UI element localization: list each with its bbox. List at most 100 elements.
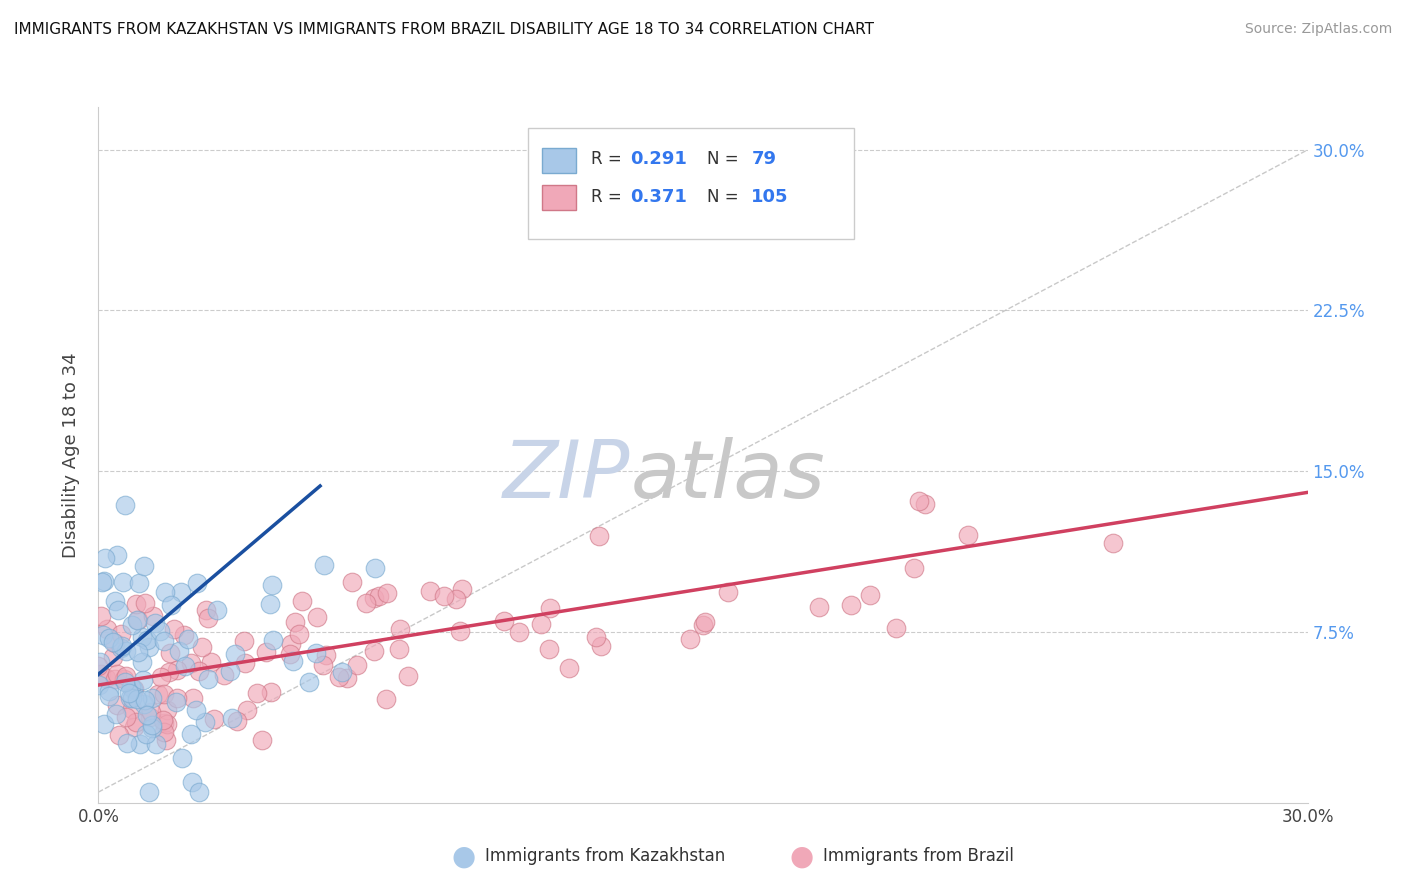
Point bbox=[149, 670, 172, 684]
Point bbox=[245, 686, 267, 700]
Point bbox=[131, 630, 153, 644]
Point bbox=[219, 664, 242, 678]
Point bbox=[280, 637, 302, 651]
Point bbox=[233, 657, 256, 671]
Point bbox=[446, 592, 468, 607]
Point bbox=[166, 690, 188, 705]
Point bbox=[315, 648, 337, 662]
Point bbox=[141, 721, 163, 735]
Point bbox=[330, 665, 353, 680]
Point bbox=[188, 665, 211, 679]
Point bbox=[143, 616, 166, 631]
Text: 105: 105 bbox=[751, 188, 789, 206]
Point bbox=[129, 737, 152, 751]
Point bbox=[170, 751, 193, 765]
Point bbox=[155, 733, 177, 747]
Point bbox=[221, 710, 243, 724]
Point bbox=[449, 624, 471, 638]
Point bbox=[141, 691, 163, 706]
Point bbox=[132, 558, 155, 573]
Point bbox=[530, 616, 553, 631]
Point bbox=[160, 598, 183, 612]
Point bbox=[364, 560, 387, 574]
Point bbox=[98, 689, 121, 703]
Point bbox=[165, 695, 187, 709]
Point bbox=[312, 657, 335, 672]
Y-axis label: Disability Age 18 to 34: Disability Age 18 to 34 bbox=[62, 352, 80, 558]
Point bbox=[159, 646, 181, 660]
Point bbox=[537, 642, 560, 657]
Point bbox=[692, 618, 714, 632]
Point bbox=[110, 626, 132, 640]
Point bbox=[121, 691, 143, 706]
Point bbox=[131, 655, 153, 669]
Point bbox=[108, 728, 131, 742]
Point bbox=[114, 498, 136, 512]
Point bbox=[105, 667, 128, 681]
Point bbox=[233, 633, 256, 648]
Point bbox=[104, 594, 127, 608]
FancyBboxPatch shape bbox=[543, 148, 576, 173]
Point bbox=[89, 655, 111, 669]
Point bbox=[585, 630, 607, 644]
Point bbox=[170, 585, 193, 599]
Point bbox=[93, 717, 115, 731]
Point bbox=[139, 706, 162, 720]
Point bbox=[110, 640, 132, 655]
Point bbox=[163, 622, 186, 636]
Point bbox=[91, 574, 114, 589]
Text: ●: ● bbox=[451, 842, 477, 871]
Point bbox=[346, 657, 368, 672]
Point bbox=[375, 586, 398, 600]
Point bbox=[388, 642, 411, 657]
Point bbox=[177, 632, 200, 646]
Point bbox=[589, 640, 612, 654]
Point bbox=[87, 658, 110, 673]
Point bbox=[96, 622, 118, 636]
Point bbox=[180, 727, 202, 741]
Text: Immigrants from Kazakhstan: Immigrants from Kazakhstan bbox=[485, 847, 725, 865]
Point bbox=[492, 615, 515, 629]
Point bbox=[197, 672, 219, 686]
Point bbox=[125, 714, 148, 729]
Point bbox=[396, 669, 419, 683]
Point bbox=[114, 644, 136, 658]
Point bbox=[374, 692, 396, 706]
Point bbox=[114, 668, 136, 682]
Point bbox=[125, 613, 148, 627]
Point bbox=[142, 609, 165, 624]
Point bbox=[363, 591, 385, 605]
Point bbox=[146, 687, 169, 701]
Point bbox=[114, 675, 136, 690]
Point bbox=[190, 640, 212, 654]
Point bbox=[134, 693, 156, 707]
Point bbox=[90, 609, 112, 624]
Text: IMMIGRANTS FROM KAZAKHSTAN VS IMMIGRANTS FROM BRAZIL DISABILITY AGE 18 TO 34 COR: IMMIGRANTS FROM KAZAKHSTAN VS IMMIGRANTS… bbox=[14, 22, 875, 37]
Text: atlas: atlas bbox=[630, 437, 825, 515]
Point bbox=[367, 589, 389, 603]
Point bbox=[141, 718, 163, 732]
Point bbox=[112, 673, 135, 687]
Text: Source: ZipAtlas.com: Source: ZipAtlas.com bbox=[1244, 22, 1392, 37]
Point bbox=[121, 681, 143, 695]
Point bbox=[212, 667, 235, 681]
Point bbox=[115, 736, 138, 750]
Point bbox=[155, 717, 177, 731]
Point bbox=[181, 690, 204, 705]
Point bbox=[388, 622, 411, 636]
Point bbox=[807, 599, 830, 614]
Point bbox=[152, 713, 174, 727]
Point bbox=[138, 640, 160, 654]
Point bbox=[104, 636, 127, 650]
Point bbox=[93, 628, 115, 642]
Point bbox=[134, 697, 156, 711]
Point bbox=[298, 674, 321, 689]
Point bbox=[226, 714, 249, 728]
Point bbox=[122, 720, 145, 734]
Point bbox=[135, 708, 157, 723]
Point bbox=[841, 599, 863, 613]
Point bbox=[104, 707, 127, 722]
Point bbox=[107, 698, 129, 712]
Point bbox=[335, 671, 357, 685]
Point bbox=[112, 575, 135, 590]
